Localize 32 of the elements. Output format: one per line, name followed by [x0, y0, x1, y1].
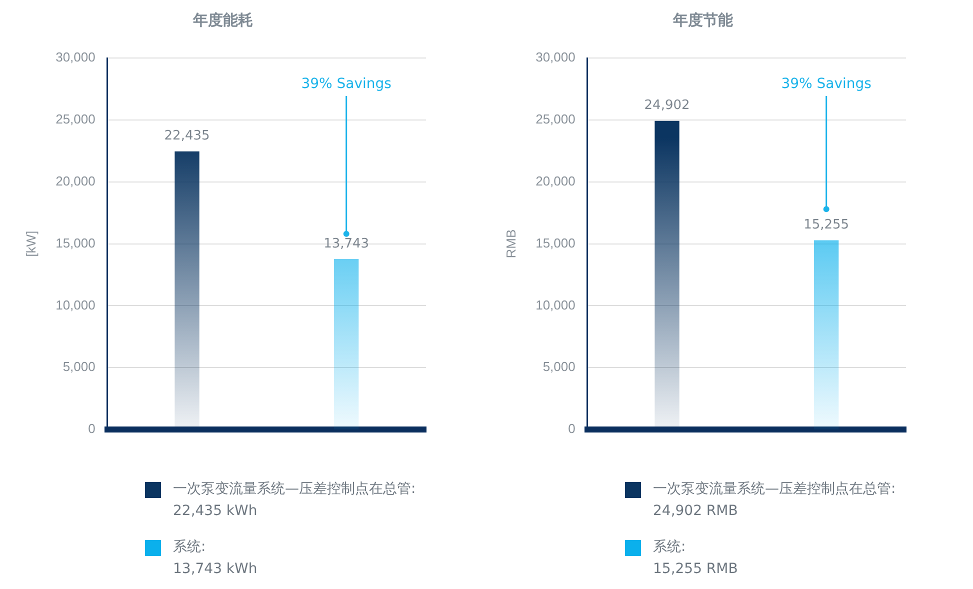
data-label: 15,255 [804, 218, 850, 233]
y-tick-label: 5,000 [542, 359, 576, 374]
y-tick-label: 30,000 [536, 50, 576, 65]
legend-label: 一次泵变流量系统—压差控制点在总管: [173, 480, 416, 499]
y-tick-label: 10,000 [56, 297, 96, 312]
text: 22,435 kWh [173, 502, 258, 521]
chart-title: 年度节能 [672, 11, 734, 30]
legend-label: 系统: [173, 538, 207, 557]
annotation: 39% Savings [781, 76, 872, 92]
text: 24,902 RMB [653, 502, 739, 521]
chart-title: 年度能耗 [192, 11, 253, 30]
y-tick-label: 5,000 [62, 359, 96, 374]
y-tick-label: 20,000 [56, 173, 96, 188]
data-label: 22,435 [164, 128, 210, 144]
y-axis-title: [kW] [23, 230, 38, 257]
y-tick-label: 0 [568, 421, 576, 436]
y-tick-label: 15,000 [536, 235, 576, 250]
data-label: 24,902 [644, 98, 690, 114]
y-axis-title: RMB [503, 229, 518, 258]
y-tick-label: 15,000 [56, 235, 96, 250]
y-tick-label: 20,000 [536, 173, 576, 188]
legend-label: 一次泵变流量系统—压差控制点在总管: [653, 480, 896, 499]
y-tick-label: 10,000 [536, 297, 576, 312]
data-label: 13,743 [324, 236, 370, 252]
annotation: 39% Savings [301, 76, 392, 92]
legend-label: 系统: [653, 538, 687, 557]
y-tick-label: 25,000 [56, 112, 96, 127]
y-tick-label: 25,000 [536, 112, 576, 127]
text: 15,255 RMB [653, 560, 739, 579]
y-tick-label: 30,000 [56, 50, 96, 65]
y-tick-label: 0 [88, 421, 96, 436]
text: 13,743 kWh [173, 560, 258, 579]
